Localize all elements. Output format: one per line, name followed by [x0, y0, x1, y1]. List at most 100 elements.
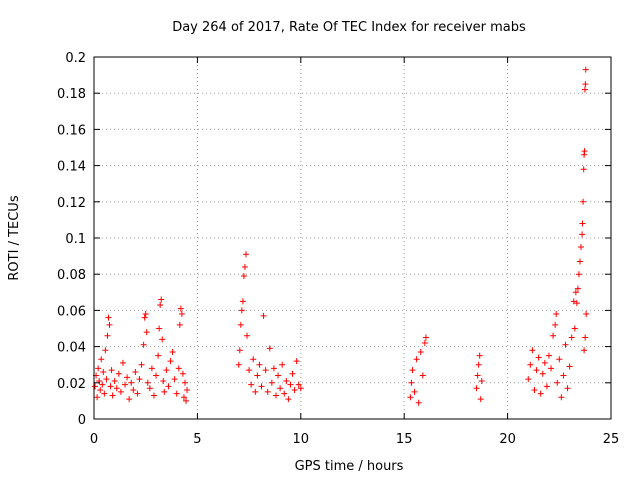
data-point	[566, 363, 573, 370]
data-point	[531, 387, 538, 394]
data-point	[183, 397, 190, 404]
data-point	[262, 367, 269, 374]
data-point	[409, 367, 416, 374]
data-point	[478, 377, 485, 384]
data-point	[539, 370, 546, 377]
data-point	[541, 359, 548, 366]
data-point	[527, 361, 534, 368]
data-point	[134, 390, 141, 397]
data-point	[107, 383, 114, 390]
data-point	[163, 367, 170, 374]
data-point	[407, 394, 414, 401]
data-point	[236, 347, 243, 354]
data-point	[157, 301, 164, 308]
data-point	[105, 314, 112, 321]
data-point	[529, 347, 536, 354]
data-point	[179, 370, 186, 377]
data-point	[281, 390, 288, 397]
data-point	[548, 365, 555, 372]
data-point	[115, 370, 122, 377]
data-point	[580, 198, 587, 205]
data-point	[572, 289, 579, 296]
data-point	[241, 263, 248, 270]
x-tick-labels: 0 5 10 15 20 25	[90, 432, 619, 447]
data-point	[579, 220, 586, 227]
data-point	[535, 354, 542, 361]
data-point	[297, 385, 304, 392]
data-point	[291, 387, 298, 394]
data-point	[582, 334, 589, 341]
y-tick-labels: 0 0.02 0.04 0.06 0.08 0.1 0.12 0.14 0.16 0.18 0.2	[57, 51, 86, 428]
data-point	[102, 347, 109, 354]
data-point	[142, 311, 149, 318]
data-point	[582, 81, 589, 88]
y-tick-label: 0.16	[57, 123, 86, 138]
data-point	[256, 361, 263, 368]
data-point	[576, 258, 583, 265]
data-point	[583, 311, 590, 318]
data-point	[235, 361, 242, 368]
data-point	[537, 390, 544, 397]
data-point	[525, 376, 532, 383]
data-point	[239, 298, 246, 305]
data-point	[573, 300, 580, 307]
data-point	[237, 321, 244, 328]
data-point	[556, 356, 563, 363]
data-point	[178, 311, 185, 318]
data-point	[246, 367, 253, 374]
data-point	[411, 388, 418, 395]
data-point	[104, 332, 111, 339]
data-point	[175, 365, 182, 372]
data-point	[254, 372, 261, 379]
data-point	[560, 372, 567, 379]
data-point	[180, 394, 187, 401]
data-point	[277, 385, 284, 392]
data-point	[160, 377, 167, 384]
data-point	[475, 361, 482, 368]
data-point	[100, 368, 107, 375]
data-point	[408, 379, 415, 386]
data-point	[562, 341, 569, 348]
data-point	[238, 307, 245, 314]
data-point	[108, 367, 115, 374]
data-point	[558, 394, 565, 401]
data-point	[113, 385, 120, 392]
data-point	[144, 379, 151, 386]
data-point	[181, 379, 188, 386]
data-point	[295, 381, 302, 388]
data-point	[150, 392, 157, 399]
plot-frame	[93, 56, 612, 420]
data-point	[98, 356, 105, 363]
data-point	[279, 361, 286, 368]
data-point	[169, 349, 176, 356]
data-point	[119, 359, 126, 366]
data-point	[287, 381, 294, 388]
data-point	[240, 273, 247, 280]
data-point	[109, 392, 116, 399]
y-tick-label: 0.04	[57, 341, 86, 356]
data-point	[581, 86, 588, 93]
data-point	[580, 166, 587, 173]
data-point	[248, 381, 255, 388]
data-point	[173, 390, 180, 397]
y-tick-label: 0.2	[65, 51, 86, 66]
data-point	[554, 379, 561, 386]
y-tick-label: 0.08	[57, 268, 86, 283]
data-point	[141, 314, 148, 321]
data-point	[477, 396, 484, 403]
data-point	[266, 345, 273, 352]
data-point	[138, 361, 145, 368]
x-tick-label: 20	[499, 432, 516, 447]
y-tick-label: 0.02	[57, 377, 86, 392]
x-axis-label: GPS time / hours	[295, 459, 404, 474]
y-tick-label: 0.14	[57, 160, 86, 175]
data-point	[289, 370, 296, 377]
data-point	[264, 388, 271, 395]
data-point	[575, 271, 582, 278]
chart-title: Day 264 of 2017, Rate Of TEC Index for r…	[172, 20, 526, 35]
axis-ticks	[93, 56, 612, 420]
data-point	[417, 349, 424, 356]
data-point	[250, 356, 257, 363]
data-point	[184, 387, 191, 394]
data-point	[552, 321, 559, 328]
